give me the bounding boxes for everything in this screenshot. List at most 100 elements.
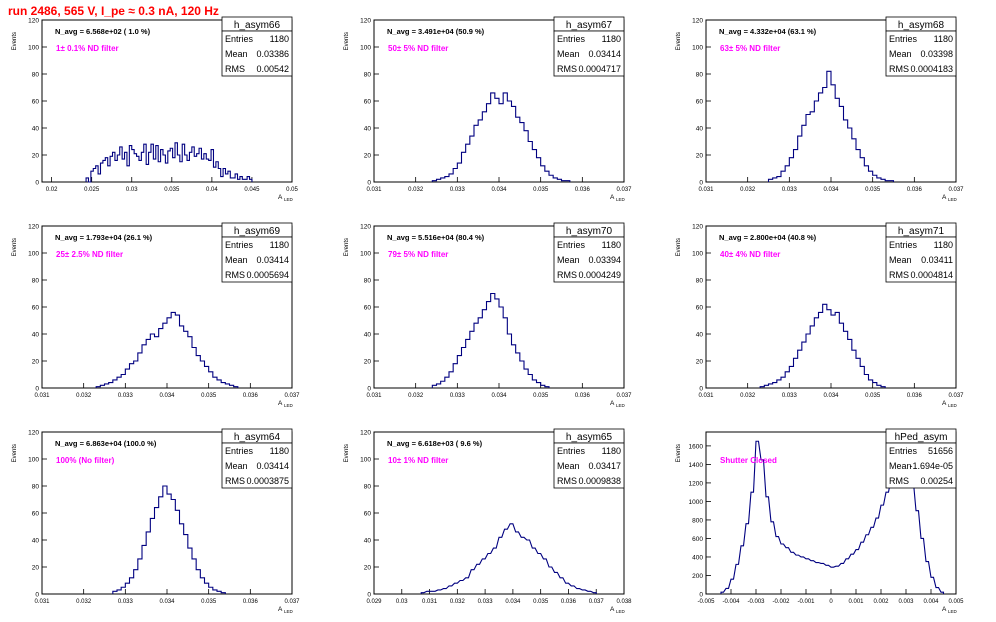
histogram-bin (142, 345, 146, 388)
stat-value-rms: 0.0004183 (910, 64, 953, 74)
y-tick-label: 20 (32, 565, 40, 572)
histogram-bin (823, 88, 827, 183)
navg-label: N_avg = 1.793e+04 (26.1 %) (55, 233, 153, 242)
histogram-bin (478, 318, 482, 388)
histogram-bin (528, 142, 532, 183)
filter-annotation: 100% (No filter) (56, 456, 115, 465)
stat-label-rms: RMS (225, 476, 245, 486)
x-tick-label: -0.001 (797, 599, 815, 605)
x-tick-label: 0.037 (948, 187, 964, 193)
histogram-bin (474, 323, 478, 388)
histogram-bin (457, 163, 461, 182)
stat-value-entries: 1180 (270, 34, 289, 44)
histogram-bin (466, 339, 470, 388)
histogram-bin (844, 331, 848, 388)
histogram-bin (98, 174, 100, 182)
histogram-bin (527, 540, 530, 594)
histogram-bin (802, 342, 806, 388)
y-tick-label: 0 (699, 592, 703, 599)
stats-box (553, 30, 625, 77)
histogram-bin (796, 555, 799, 594)
histogram-bin (499, 104, 503, 182)
y-tick-label: 400 (692, 554, 703, 561)
histogram-bin (495, 299, 499, 388)
histogram-bin (785, 372, 789, 388)
histogram-bin (213, 167, 215, 182)
histogram-bin (487, 104, 491, 182)
x-tick-label: 0.037 (284, 599, 300, 605)
stat-value-mean: -1.694e-05 (909, 461, 953, 471)
y-tick-label: 60 (696, 305, 704, 312)
histogram-title: h_asym64 (234, 432, 281, 443)
stat-value-entries: 1180 (934, 240, 953, 250)
histogram-bin (528, 375, 532, 389)
y-tick-label: 100 (28, 457, 39, 464)
x-tick-label: 0.036 (907, 393, 923, 399)
x-tick-label: 0.032 (450, 599, 466, 605)
histogram-bin (555, 572, 558, 594)
histogram-bin (155, 337, 159, 388)
histogram-bin (816, 563, 819, 594)
histogram-bin (213, 377, 217, 388)
histogram-bin (549, 567, 552, 594)
y-tick-label: 120 (28, 430, 39, 437)
x-axis-title-subscript: LED (284, 197, 294, 202)
stat-label-mean: Mean (889, 461, 912, 471)
histogram-bin (864, 375, 868, 389)
histogram-bin (188, 337, 192, 388)
histogram-panel: 0 20 40 60 80 100 120 0.031 0.032 0.033 0.034 0.035… (12, 428, 300, 614)
histogram-bin (180, 326, 184, 388)
navg-label: N_avg = 4.332e+04 (63.1 %) (719, 27, 817, 36)
x-tick-label: 0.035 (201, 599, 217, 605)
filter-annotation: 10± 1% ND filter (388, 456, 448, 465)
y-axis-title: Events (344, 444, 350, 462)
histogram-bin (835, 98, 839, 182)
x-tick-label: 0.05 (286, 187, 298, 193)
x-tick-label: 0.034 (505, 599, 521, 605)
y-tick-label: 800 (692, 517, 703, 524)
stat-label-mean: Mean (225, 49, 248, 59)
histogram-bin (786, 548, 789, 594)
histogram-bin (205, 366, 209, 388)
histogram-bin (184, 535, 188, 594)
y-tick-label: 60 (32, 305, 40, 312)
histogram-bin (532, 548, 535, 594)
histogram-bin (751, 492, 754, 594)
y-tick-label: 20 (696, 359, 704, 366)
histogram-bin (771, 522, 774, 594)
histogram-bin (453, 364, 457, 388)
y-tick-label: 80 (364, 484, 372, 491)
y-tick-label: 120 (692, 18, 703, 25)
histogram-bin (134, 570, 138, 594)
histogram-bin (545, 171, 549, 182)
x-tick-label: 0.032 (740, 187, 756, 193)
x-tick-label: 0.031 (698, 187, 714, 193)
y-tick-label: 20 (32, 153, 40, 160)
histogram-bin (848, 128, 852, 182)
histogram-outline (431, 292, 550, 388)
histogram-bin (507, 101, 511, 182)
x-tick-label: 0.036 (243, 393, 259, 399)
x-tick-label: -0.003 (747, 599, 765, 605)
x-tick-label: 0.035 (164, 187, 180, 193)
y-tick-label: 80 (364, 278, 372, 285)
stat-value-entries: 1180 (602, 446, 621, 456)
histogram-bin (196, 570, 200, 594)
histogram-bin (507, 334, 511, 388)
histogram-bin (201, 159, 203, 182)
histogram-bin (127, 166, 129, 182)
x-tick-label: 0.031 (34, 393, 50, 399)
histogram-outline (767, 70, 895, 182)
y-tick-label: 120 (360, 430, 371, 437)
histogram-bin (192, 348, 196, 389)
histogram-bin (482, 112, 486, 182)
histogram-bin (460, 581, 463, 595)
stat-label-entries: Entries (889, 240, 918, 250)
navg-label: N_avg = 6.863e+04 (100.0 %) (55, 439, 157, 448)
stat-label-mean: Mean (225, 461, 248, 471)
y-tick-label: 80 (364, 72, 372, 79)
filter-annotation: 79± 5% ND filter (388, 250, 448, 259)
y-tick-label: 60 (364, 305, 372, 312)
histogram-bin (225, 384, 229, 388)
histogram-bin (785, 166, 789, 182)
